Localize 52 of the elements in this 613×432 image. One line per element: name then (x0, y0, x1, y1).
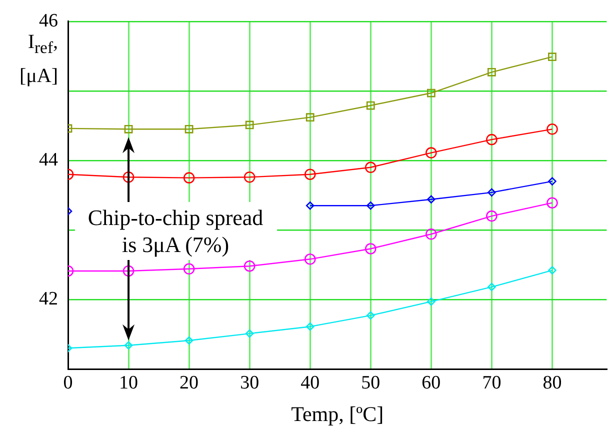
point (548, 52, 556, 62)
x-axis-title: Temp, [ºC] (291, 402, 384, 426)
point (183, 263, 195, 275)
point (184, 124, 194, 134)
point (306, 201, 314, 210)
y-axis-title: I$_{ref}$, [μA] (18, 30, 58, 89)
point (488, 282, 496, 292)
point (244, 171, 256, 183)
point (488, 188, 496, 197)
point (184, 336, 194, 345)
y-tick-label: 44 (39, 149, 58, 170)
point (364, 243, 376, 254)
x-tick-label: 80 (542, 372, 562, 394)
x-tick-label: 40 (300, 372, 320, 394)
point (245, 120, 254, 130)
point (548, 177, 556, 186)
x-tick-label: 10 (119, 372, 138, 394)
point (306, 113, 314, 122)
point (426, 147, 437, 158)
point (306, 322, 314, 331)
point (124, 124, 133, 134)
x-tick-label: 70 (482, 372, 502, 394)
point (366, 201, 375, 210)
point (122, 171, 134, 183)
point (486, 210, 498, 222)
y-tick-label: 42 (39, 288, 58, 310)
point (124, 341, 133, 350)
point (304, 168, 316, 180)
point (245, 329, 254, 338)
x-tick-label: 0 (63, 372, 73, 394)
x-tick-label: 50 (361, 372, 380, 394)
annotation: Chip-to-chip spread is 3μA (7%) (74, 202, 277, 260)
point (426, 88, 436, 98)
point (426, 228, 437, 240)
point (488, 68, 496, 76)
point (427, 195, 436, 204)
point (183, 172, 195, 184)
point (304, 254, 316, 265)
x-tick-label: 20 (180, 372, 199, 394)
point (427, 297, 436, 306)
point (546, 197, 558, 208)
point (122, 265, 134, 277)
y-tick-label: 46 (39, 10, 58, 32)
point (486, 134, 498, 146)
x-tick-label: 60 (422, 372, 441, 394)
point (366, 311, 375, 320)
point (244, 260, 256, 272)
x-tick-label: 30 (240, 372, 260, 394)
point (366, 101, 375, 110)
point (364, 162, 376, 174)
point (548, 266, 556, 274)
point (546, 124, 558, 135)
